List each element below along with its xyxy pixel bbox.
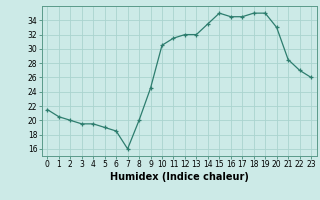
X-axis label: Humidex (Indice chaleur): Humidex (Indice chaleur) xyxy=(110,172,249,182)
